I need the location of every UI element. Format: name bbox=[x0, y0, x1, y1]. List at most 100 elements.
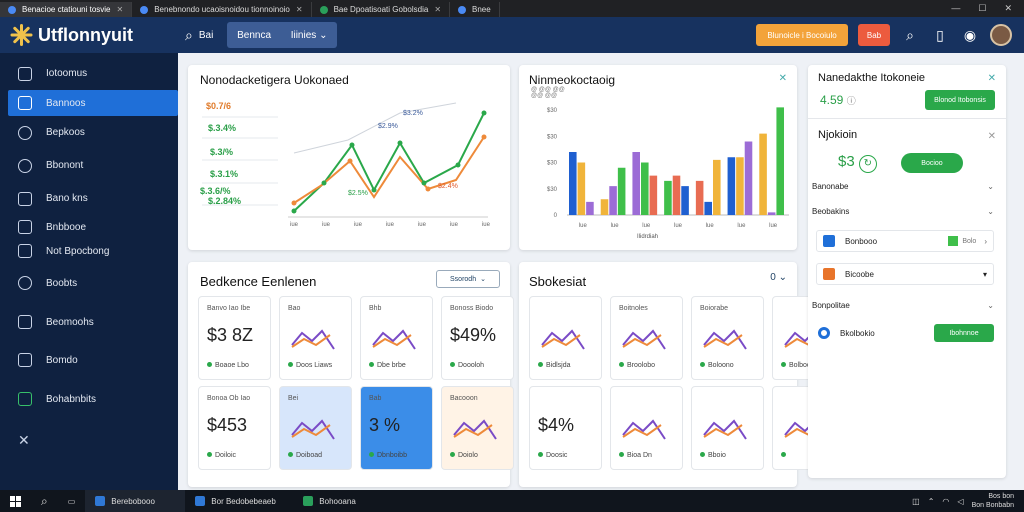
section-button[interactable]: Bocioo bbox=[901, 153, 963, 173]
view-option[interactable]: Bennca bbox=[237, 29, 272, 41]
panel-row[interactable]: Bkolbokio Ibohnnoe bbox=[818, 324, 994, 342]
counter-dropdown[interactable]: 0 ⌄ bbox=[770, 272, 787, 283]
card-title: Ninmeokoctaoig bbox=[529, 73, 616, 87]
sidebar-item[interactable]: Boobts bbox=[0, 263, 178, 303]
sidebar-item[interactable]: Bohabnbits bbox=[0, 379, 178, 419]
close-window-icon[interactable]: ✕ bbox=[1004, 3, 1012, 13]
chevron-down-icon: ⌄ bbox=[987, 301, 994, 310]
panel-row[interactable]: Bonbooo Bolo › bbox=[816, 230, 994, 252]
app-title: Utflonnyuit bbox=[38, 24, 133, 45]
close-icon[interactable]: ✕ bbox=[987, 73, 996, 84]
row-label: Bonpolitae bbox=[812, 301, 850, 310]
metric-value: $0.7/6 bbox=[206, 101, 232, 111]
toggle-icon[interactable] bbox=[818, 327, 830, 339]
mini-card[interactable]: Boiorabe Boloono bbox=[691, 296, 764, 380]
maximize-icon[interactable]: ☐ bbox=[978, 3, 987, 13]
notebook-icon[interactable]: ▯ bbox=[936, 26, 944, 43]
mini-card[interactable]: Bboio bbox=[691, 386, 764, 470]
sidebar-item[interactable]: Not Bpocbong bbox=[0, 239, 178, 263]
minimize-icon[interactable]: — bbox=[951, 3, 961, 13]
sidebar-item[interactable]: Bano kns bbox=[0, 182, 178, 215]
search-icon[interactable]: ⌕ bbox=[41, 493, 48, 508]
mini-card[interactable]: Bei Doiboad bbox=[279, 386, 352, 470]
tab-label: Bnee bbox=[472, 5, 491, 14]
mini-card[interactable]: Banvo Iao Ibe $3 8Z Boaoe Lbo bbox=[198, 296, 271, 380]
mini-card[interactable]: Bao Doos Liaws bbox=[279, 296, 352, 380]
wifi-icon[interactable]: ◠ bbox=[942, 496, 950, 506]
row-action-button[interactable]: Ibohnnoe bbox=[934, 324, 994, 342]
bar bbox=[672, 175, 681, 215]
mini-graphic-icon bbox=[452, 413, 504, 443]
sidebar-item[interactable]: ✕ bbox=[0, 419, 178, 459]
sidebar: Iotoomus Bannoos Bepkoos Bbonont Bano kn… bbox=[0, 53, 178, 490]
view-option[interactable]: Iiinies ⌄ bbox=[291, 30, 328, 41]
primary-action-button[interactable]: Blunoicle i Bocoiulo bbox=[756, 24, 848, 46]
view-switcher[interactable]: Bennca Iiinies ⌄ bbox=[227, 22, 338, 48]
panel-row[interactable]: Beobakins ⌄ bbox=[812, 207, 994, 216]
close-icon[interactable]: ✕ bbox=[295, 5, 303, 14]
taskbar-app[interactable]: Bohooana bbox=[293, 490, 393, 512]
browser-tab[interactable]: Benacioe ctatiouni tosvie ✕ bbox=[0, 2, 133, 17]
refresh-icon[interactable]: ↻ bbox=[858, 155, 877, 173]
browser-tab[interactable]: Benebnondo ucaoisnoidou tionnoinoio ✕ bbox=[132, 2, 312, 17]
status-dot-icon bbox=[538, 452, 543, 457]
line-chart bbox=[202, 102, 488, 218]
sidebar-item[interactable]: Bomdo bbox=[0, 341, 178, 379]
taskbar-app[interactable]: Bor Bedobebeaeb bbox=[185, 490, 293, 512]
close-icon[interactable]: ✕ bbox=[778, 73, 787, 84]
app-logo[interactable]: Utflonnyuit bbox=[0, 24, 180, 46]
panel-row[interactable]: Bonpolitae ⌄ bbox=[812, 301, 994, 310]
user-icon[interactable]: ◉ bbox=[963, 26, 977, 43]
status-dot-icon bbox=[538, 362, 543, 367]
chat-icon[interactable]: ◫ bbox=[912, 496, 920, 506]
start-button[interactable] bbox=[0, 490, 31, 512]
sidebar-item[interactable]: Bbonont bbox=[0, 149, 178, 182]
panel-primary-button[interactable]: Blonod Itobonsis bbox=[925, 90, 995, 110]
clock[interactable]: Bos bon Bon Bonbabn bbox=[972, 492, 1014, 510]
mini-sub-text: Doiloic bbox=[215, 452, 237, 459]
avatar[interactable] bbox=[990, 24, 1012, 46]
volume-icon[interactable]: ◁ bbox=[957, 496, 964, 506]
mini-card[interactable]: Bioa Dn bbox=[610, 386, 683, 470]
close-icon[interactable]: ✕ bbox=[434, 5, 442, 14]
bar bbox=[632, 152, 640, 215]
expand-icon[interactable]: ⌃ bbox=[927, 496, 935, 506]
secondary-action-button[interactable]: Bab bbox=[858, 24, 890, 46]
browser-tab-strip: Benacioe ctatiouni tosvie ✕ Benebnondo uc… bbox=[0, 0, 1024, 17]
sidebar-item[interactable]: Bnbbooe bbox=[0, 215, 178, 239]
mini-card[interactable]: Bonoa Ob Iao $453 Doiloic bbox=[198, 386, 271, 470]
close-icon[interactable]: ✕ bbox=[116, 5, 124, 14]
search-icon[interactable]: ⌕ bbox=[906, 26, 914, 43]
mini-card[interactable]: Boitnoles Broolobo bbox=[610, 296, 683, 380]
mini-card[interactable]: Bonoss Biodo $49% Doooloh bbox=[441, 296, 514, 380]
search-button[interactable]: ⌕ Bai bbox=[185, 27, 213, 44]
x-tick-row: iue iue iue iue iue iue iue bbox=[290, 222, 490, 228]
task-view-icon[interactable]: ▭ bbox=[67, 496, 76, 506]
taskbar-app-label: Bohooana bbox=[319, 496, 356, 506]
row-detail: Bolo bbox=[962, 237, 977, 245]
mini-card[interactable]: Bab 3 % Dbnboibb bbox=[360, 386, 433, 470]
browser-tab[interactable]: Bae Dpoatisoati Gobolsdia ✕ bbox=[312, 2, 451, 17]
sidebar-item-label: Bomdo bbox=[46, 354, 78, 366]
sidebar-item[interactable]: Bepkoos bbox=[0, 116, 178, 149]
filter-dropdown[interactable]: Ssorodh ⌄ bbox=[436, 270, 500, 288]
search-label: Bai bbox=[198, 29, 214, 41]
panel-row[interactable]: Bicoobe ▾ bbox=[816, 263, 994, 285]
mini-card[interactable]: Bhb Dbe brbe bbox=[360, 296, 433, 380]
taskbar-app[interactable]: Berebobooo bbox=[85, 490, 186, 512]
mini-sub-text: Broolobo bbox=[627, 362, 656, 369]
sidebar-item[interactable]: Iotoomus bbox=[0, 57, 178, 90]
x-tick: iue bbox=[385, 222, 394, 228]
mini-card[interactable]: $4% Doosic bbox=[529, 386, 602, 470]
mini-card[interactable]: Bacooon Doiolo bbox=[441, 386, 514, 470]
status-dot-icon bbox=[781, 452, 786, 457]
browser-tab[interactable]: Bnee bbox=[450, 2, 500, 17]
mini-card[interactable]: Bidlsjda bbox=[529, 296, 602, 380]
sidebar-item[interactable]: Beomoohs bbox=[0, 303, 178, 341]
close-icon[interactable]: ✕ bbox=[987, 131, 996, 142]
status-dot-icon bbox=[369, 362, 374, 367]
doc-icon bbox=[18, 315, 32, 329]
chevron-right-icon: › bbox=[984, 236, 987, 246]
panel-row[interactable]: Banonabe ⌄ bbox=[812, 182, 994, 191]
sidebar-item-active[interactable]: Bannoos bbox=[8, 90, 178, 116]
